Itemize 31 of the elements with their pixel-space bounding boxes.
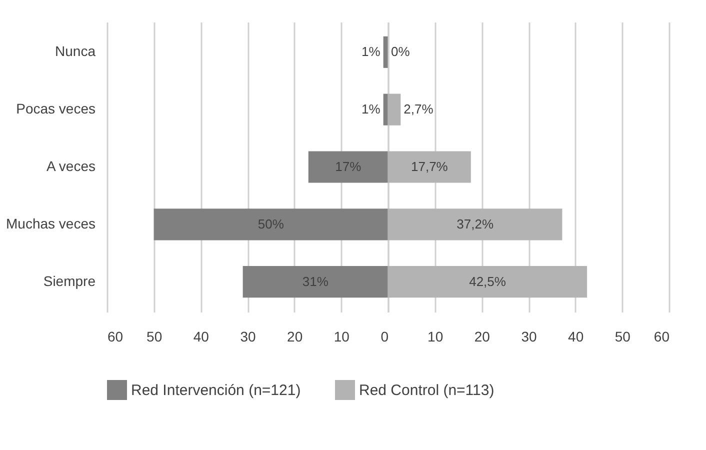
y-tick-label: Pocas veces	[16, 100, 96, 117]
data-label: 2,7%	[404, 102, 434, 117]
x-tick-label: 50	[146, 328, 162, 344]
x-tick-label: 40	[568, 328, 584, 344]
y-tick-label: Siempre	[43, 272, 96, 289]
x-tick-label: 20	[287, 328, 303, 344]
data-label: 17%	[335, 159, 362, 174]
legend-label: Red Intervención (n=121)	[131, 382, 301, 399]
data-label: 42,5%	[469, 274, 506, 289]
x-tick-label: 30	[240, 328, 256, 344]
x-tick-label: 60	[108, 328, 124, 344]
x-tick-label: 10	[334, 328, 350, 344]
data-label: 1%	[362, 102, 381, 117]
x-tick-label: 40	[193, 328, 210, 344]
x-tick-label: 0	[380, 328, 389, 344]
bar	[383, 36, 388, 68]
y-tick-label: Muchas veces	[6, 215, 96, 232]
data-label: 37,2%	[456, 216, 494, 232]
data-label: 50%	[258, 216, 284, 232]
x-tick-label: 30	[521, 328, 537, 344]
y-tick-label: Nunca	[55, 43, 96, 60]
x-tick-label: 60	[654, 328, 670, 344]
x-tick-label: 20	[474, 328, 490, 344]
data-label: 17,7%	[411, 159, 448, 174]
x-tick-label: 10	[428, 328, 444, 344]
legend-label: Red Control (n=113)	[359, 382, 494, 399]
data-label: 0%	[391, 44, 410, 60]
data-label: 31%	[302, 274, 329, 289]
data-label: 1%	[362, 44, 381, 60]
x-tick-label: 50	[614, 328, 631, 344]
y-tick-label: A veces	[46, 158, 96, 174]
